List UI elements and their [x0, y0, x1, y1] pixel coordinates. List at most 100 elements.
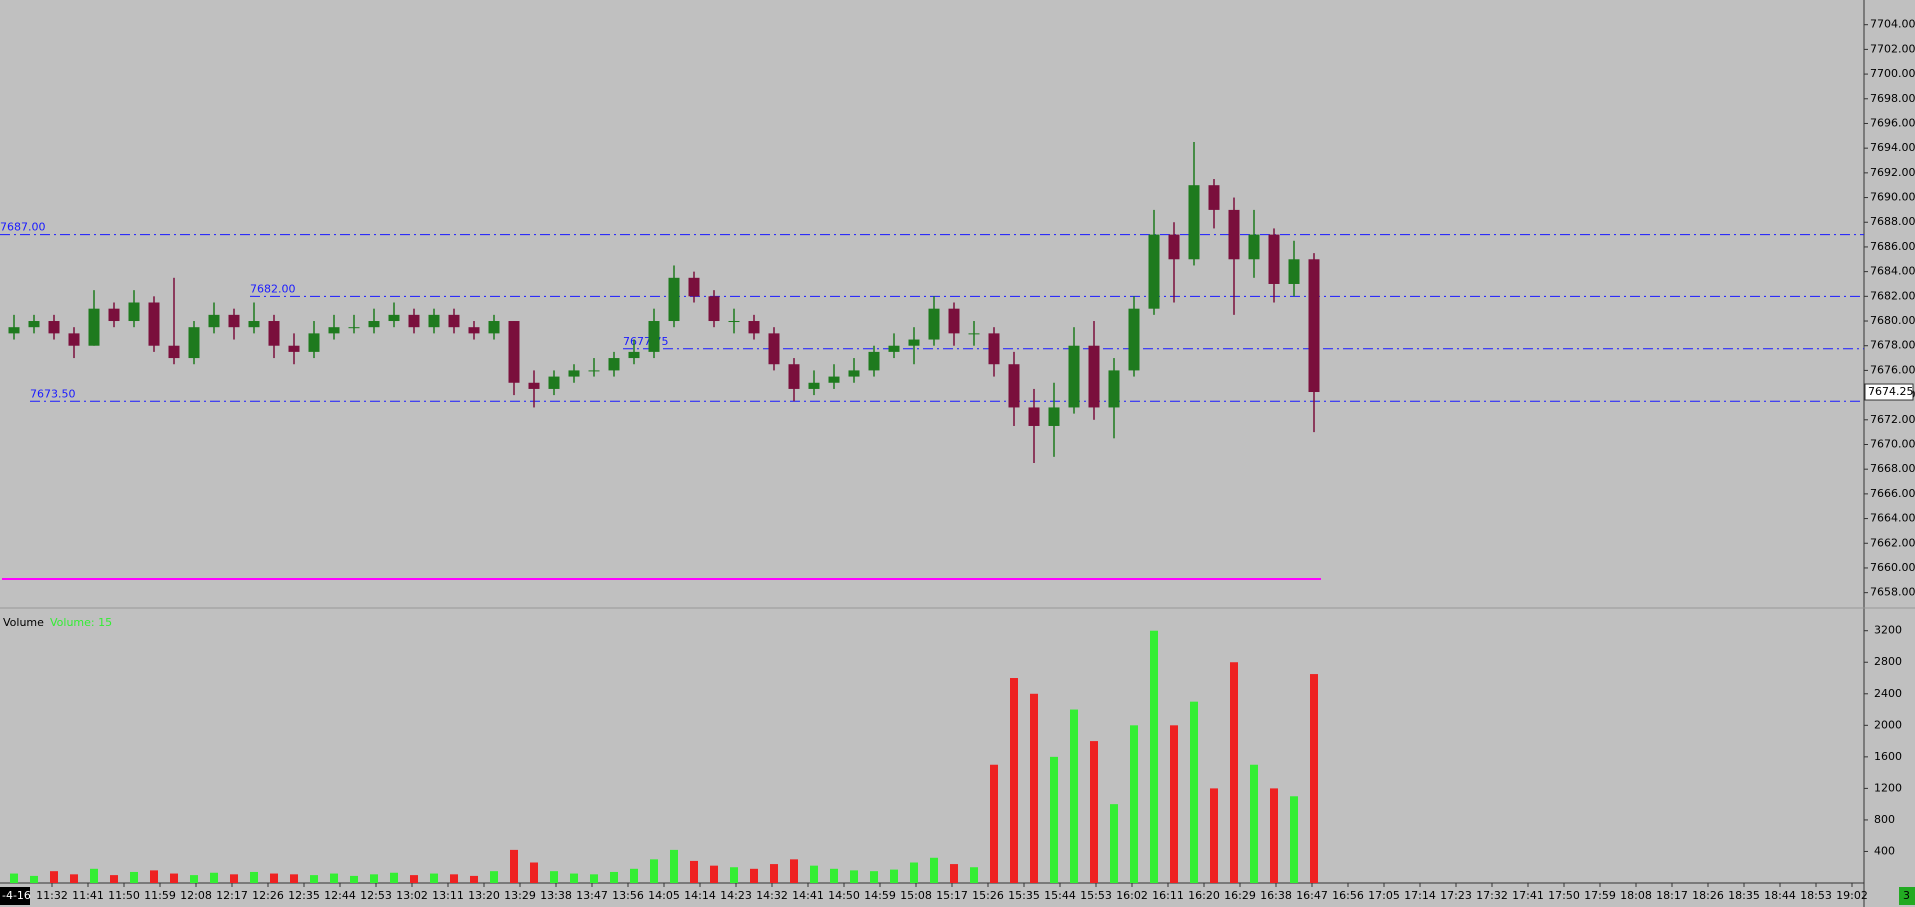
volume-bar — [350, 875, 358, 883]
candle-body — [1228, 209, 1240, 260]
y-tick-label: 7686.00 — [1870, 240, 1915, 253]
candle-body — [608, 358, 620, 371]
x-tick-label: 14:32 — [756, 889, 788, 902]
volume-bar — [510, 849, 518, 883]
y-tick-label: 7690.00 — [1870, 191, 1915, 204]
y-tick-label: 7704.00 — [1870, 18, 1915, 31]
x-tick-label: 16:38 — [1260, 889, 1292, 902]
volume-bar — [1010, 678, 1018, 883]
candle-body — [448, 314, 460, 328]
x-tick-label: 17:41 — [1512, 889, 1544, 902]
x-tick-label: 11:59 — [144, 889, 176, 902]
y-tick-label: 3200 — [1874, 624, 1902, 637]
level-label: 7687.00 — [0, 221, 46, 234]
y-tick-label: 400 — [1874, 844, 1895, 857]
volume-bar — [430, 873, 438, 883]
y-tick-label: 7676.00 — [1870, 363, 1915, 376]
y-tick-label: 2800 — [1874, 655, 1902, 668]
candle-body — [408, 314, 420, 328]
volume-bar — [890, 869, 898, 883]
candle-body — [188, 327, 200, 359]
x-tick-label: 14:50 — [828, 889, 860, 902]
volume-bar — [1270, 788, 1278, 883]
volume-bar — [290, 874, 298, 883]
volume-bar — [1190, 701, 1198, 883]
volume-bar — [270, 873, 278, 883]
candle-body — [788, 364, 800, 389]
y-tick-label: 7680.00 — [1870, 314, 1915, 327]
x-tick-label: 14:14 — [684, 889, 716, 902]
level-label: 7682.00 — [250, 282, 296, 295]
x-tick-label: 16:29 — [1224, 889, 1256, 902]
y-tick-label: 7684.00 — [1870, 265, 1915, 278]
candle-body — [828, 376, 840, 383]
candle-body — [228, 314, 240, 328]
last-price-box — [1864, 383, 1914, 401]
candle-body — [1108, 370, 1120, 408]
volume-bar — [90, 868, 98, 883]
x-tick-label: 11:32 — [36, 889, 68, 902]
volume-bar — [170, 873, 178, 883]
volume-bar — [790, 859, 798, 883]
x-tick-label: 12:26 — [252, 889, 284, 902]
candle-body — [68, 333, 80, 346]
volume-bar — [670, 849, 678, 883]
volume-bar — [1290, 796, 1298, 883]
candle-body — [988, 333, 1000, 365]
x-tick-label: 16:56 — [1332, 889, 1364, 902]
candle-body — [888, 345, 900, 352]
volume-bar — [130, 871, 138, 883]
volume-bar — [810, 865, 818, 883]
y-tick-label: 7666.00 — [1870, 487, 1915, 500]
x-tick-label: 13:29 — [504, 889, 536, 902]
x-tick-label: 17:05 — [1368, 889, 1400, 902]
candle-body — [908, 339, 920, 346]
volume-bar — [990, 764, 998, 883]
candle-body — [1148, 234, 1160, 309]
volume-bar — [710, 865, 718, 883]
x-tick-label: 13:11 — [432, 889, 464, 902]
candle-body — [148, 302, 160, 346]
x-tick-label: 15:08 — [900, 889, 932, 902]
x-tick-label: 14:41 — [792, 889, 824, 902]
volume-bar — [1150, 630, 1158, 883]
y-tick-label: 2000 — [1874, 718, 1902, 731]
candle-body — [808, 382, 820, 389]
volume-bar — [850, 870, 858, 883]
candle-body — [108, 308, 120, 322]
volume-bar — [830, 868, 838, 883]
volume-bar — [330, 873, 338, 883]
volume-bar — [750, 868, 758, 883]
volume-bar — [30, 875, 38, 883]
candle-body — [528, 382, 540, 389]
volume-bar — [150, 870, 158, 883]
x-tick-label: 15:35 — [1008, 889, 1040, 902]
candle-body — [388, 314, 400, 322]
volume-bar — [310, 875, 318, 883]
x-tick-label: 18:17 — [1656, 889, 1688, 902]
candle-body — [1088, 345, 1100, 408]
candle-body — [268, 321, 280, 346]
volume-bar — [970, 867, 978, 883]
candle-body — [948, 308, 960, 334]
candle-body — [628, 351, 640, 359]
candle-body — [328, 327, 340, 334]
y-tick-label: 7682.00 — [1870, 289, 1915, 302]
volume-bar — [1170, 725, 1178, 883]
candle-body — [1068, 345, 1080, 408]
x-tick-label: 18:26 — [1692, 889, 1724, 902]
candle-body — [1188, 185, 1200, 260]
volume-bar — [450, 874, 458, 883]
y-tick-label: 7664.00 — [1870, 512, 1915, 525]
volume-bar — [1030, 693, 1038, 883]
candle-body — [8, 327, 20, 334]
volume-bar — [470, 875, 478, 883]
volume-title: Volume — [3, 616, 44, 629]
volume-subtitle: Volume: 15 — [50, 616, 112, 629]
volume-bar — [1130, 725, 1138, 883]
candle-body — [508, 321, 520, 383]
candle-body — [1208, 185, 1220, 210]
status-box — [1899, 887, 1915, 905]
y-tick-label: 800 — [1874, 813, 1895, 826]
x-tick-label: 17:59 — [1584, 889, 1616, 902]
